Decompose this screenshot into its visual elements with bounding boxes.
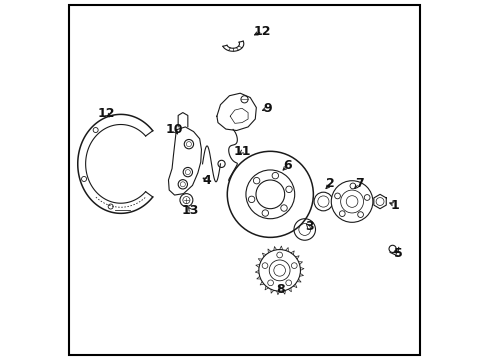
Circle shape xyxy=(258,249,300,291)
Circle shape xyxy=(330,181,372,222)
Text: 2: 2 xyxy=(325,177,334,190)
Circle shape xyxy=(276,252,282,258)
Circle shape xyxy=(364,195,369,201)
Text: 6: 6 xyxy=(283,159,291,172)
Circle shape xyxy=(269,260,289,281)
Circle shape xyxy=(262,210,268,216)
Circle shape xyxy=(285,280,291,286)
Text: 10: 10 xyxy=(165,123,183,136)
Circle shape xyxy=(357,212,363,217)
Text: 12: 12 xyxy=(98,107,115,120)
Text: 5: 5 xyxy=(393,247,402,260)
Circle shape xyxy=(267,280,273,286)
Circle shape xyxy=(291,263,297,269)
Text: 12: 12 xyxy=(253,25,271,38)
Circle shape xyxy=(285,186,292,193)
Circle shape xyxy=(349,183,355,189)
Circle shape xyxy=(339,211,345,216)
Circle shape xyxy=(262,263,267,269)
Text: 13: 13 xyxy=(182,204,199,217)
Text: 8: 8 xyxy=(276,283,284,296)
Text: 11: 11 xyxy=(233,145,251,158)
Text: 9: 9 xyxy=(263,102,271,115)
Circle shape xyxy=(248,196,254,203)
Text: 3: 3 xyxy=(304,220,313,233)
Text: 4: 4 xyxy=(202,174,211,186)
Circle shape xyxy=(245,170,294,219)
Circle shape xyxy=(340,190,363,213)
Circle shape xyxy=(334,193,340,199)
Circle shape xyxy=(227,151,313,237)
Circle shape xyxy=(280,205,286,211)
Text: 7: 7 xyxy=(354,177,363,190)
Text: 1: 1 xyxy=(390,199,399,212)
Circle shape xyxy=(271,172,278,179)
Circle shape xyxy=(253,177,259,184)
